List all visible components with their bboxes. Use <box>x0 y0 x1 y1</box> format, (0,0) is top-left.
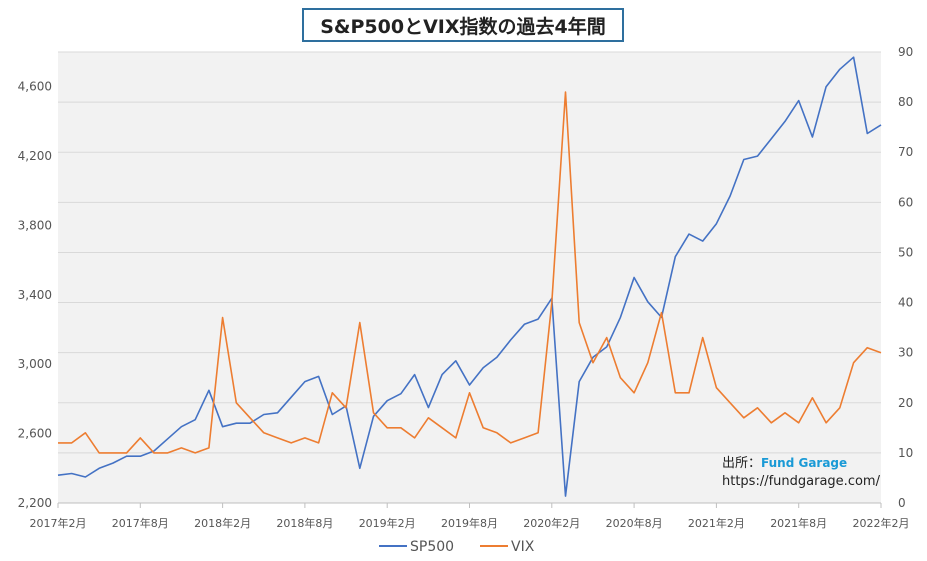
y-left-tick-label: 4,600 <box>18 80 52 94</box>
chart-title: S&P500とVIX指数の過去4年間 <box>302 8 624 42</box>
legend: SP500 VIX <box>379 539 535 555</box>
plot-area <box>58 52 881 503</box>
source-label: 出所：Fund Garage <box>722 452 847 471</box>
x-tick-label: 2018年2月 <box>194 516 251 530</box>
series-line-sp500 <box>57 56 882 497</box>
x-axis-ticks: 2017年2月 2017年8月 2018年2月 2018年8月 2019年2月 2019年… <box>30 502 910 530</box>
x-tick-label: 2019年8月 <box>441 516 498 530</box>
x-tick-label: 2020年8月 <box>606 516 663 530</box>
x-tick-label: 2022年2月 <box>853 516 910 530</box>
source-url: https://fundgarage.com/ <box>722 474 880 489</box>
y-right-tick-label: 90 <box>898 45 913 59</box>
y-left-tick-label: 2,200 <box>18 496 52 510</box>
left-axis-ticks: 2,200 2,600 3,000 3,400 3,800 4,200 4,600 <box>18 80 52 510</box>
x-tick-label: 2021年8月 <box>770 516 827 530</box>
y-right-tick-label: 0 <box>898 496 906 510</box>
x-tick-label: 2019年2月 <box>359 516 416 530</box>
x-tick-label: 2017年2月 <box>30 516 87 530</box>
x-tick-label: 2021年2月 <box>688 516 745 530</box>
legend-label-sp500: SP500 <box>410 539 454 555</box>
y-right-tick-label: 40 <box>898 296 913 310</box>
x-tick-label: 2017年8月 <box>112 516 169 530</box>
source-prefix: 出所： <box>722 456 762 471</box>
y-left-tick-label: 2,600 <box>18 427 52 441</box>
y-right-tick-label: 80 <box>898 95 913 109</box>
y-right-tick-label: 20 <box>898 396 913 410</box>
y-left-tick-label: 3,800 <box>18 218 52 232</box>
y-right-tick-label: 30 <box>898 346 913 360</box>
y-left-tick-label: 3,000 <box>18 357 52 371</box>
legend-label-vix: VIX <box>511 539 535 555</box>
y-right-tick-label: 50 <box>898 245 913 259</box>
y-right-tick-label: 10 <box>898 446 913 460</box>
x-tick-label: 2018年8月 <box>276 516 333 530</box>
x-tick-label: 2020年2月 <box>523 516 580 530</box>
right-axis-ticks: 0 10 20 30 40 50 60 70 80 90 <box>898 45 913 510</box>
source-brand: Fund Garage <box>761 456 848 470</box>
y-left-tick-label: 4,200 <box>18 149 52 163</box>
series-lines <box>57 56 882 497</box>
y-right-tick-label: 70 <box>898 145 913 159</box>
series-line-vix <box>58 91 882 454</box>
y-left-tick-label: 3,400 <box>18 288 52 302</box>
y-right-tick-label: 60 <box>898 195 913 209</box>
